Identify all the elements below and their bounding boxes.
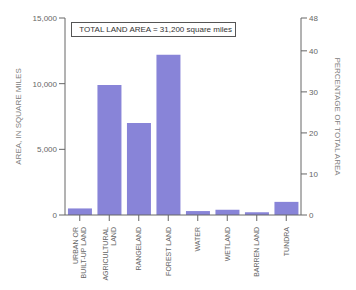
svg-text:5,000: 5,000 bbox=[37, 145, 58, 154]
svg-text:AREA, IN SQUARE MILES: AREA, IN SQUARE MILES bbox=[14, 68, 23, 164]
svg-text:15,000: 15,000 bbox=[33, 14, 58, 23]
svg-text:WETLAND: WETLAND bbox=[224, 227, 231, 261]
svg-text:PERCENTAGE OF TOTAL AREA: PERCENTAGE OF TOTAL AREA bbox=[333, 57, 342, 176]
svg-text:20: 20 bbox=[309, 129, 318, 138]
svg-text:WATER: WATER bbox=[194, 227, 201, 252]
svg-text:FOREST LAND: FOREST LAND bbox=[165, 227, 172, 276]
svg-text:10,000: 10,000 bbox=[33, 80, 58, 89]
svg-text:TUNDRA: TUNDRA bbox=[283, 227, 290, 256]
svg-text:URBAN ORBUILT-UP LAND: URBAN ORBUILT-UP LAND bbox=[72, 227, 87, 278]
svg-text:48: 48 bbox=[309, 14, 318, 23]
svg-text:0: 0 bbox=[53, 211, 58, 220]
svg-text:AGRICULTURALLAND: AGRICULTURALLAND bbox=[102, 227, 117, 281]
svg-text:10: 10 bbox=[309, 170, 318, 179]
svg-text:0: 0 bbox=[309, 211, 314, 220]
svg-text:BARREN LAND: BARREN LAND bbox=[253, 227, 260, 277]
svg-text:40: 40 bbox=[309, 47, 318, 56]
html-text:TOTAL LAND AREA = 31,200 squar: TOTAL LAND AREA = 31,200 square miles bbox=[75, 25, 232, 34]
svg-text:30: 30 bbox=[309, 88, 318, 97]
svg-text:RANGELAND: RANGELAND bbox=[135, 227, 142, 271]
